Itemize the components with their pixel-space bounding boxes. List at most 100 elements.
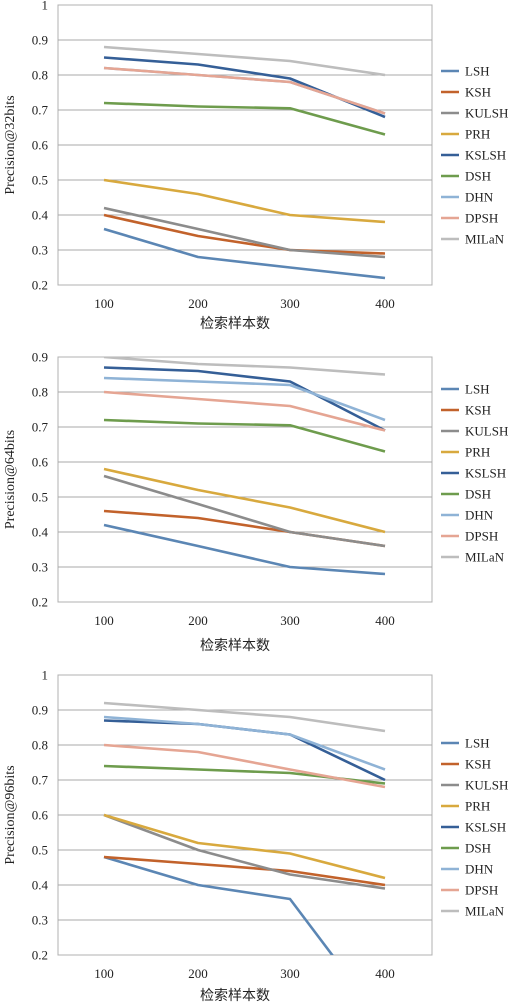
legend-label: KSLSH [465,820,506,835]
legend-label: DSH [465,841,491,856]
x-tick-label: 300 [280,966,300,981]
legend-label: KULSH [465,106,508,121]
legend-label: KULSH [465,778,508,793]
legend-label: DHN [465,862,494,877]
y-tick-label: 1 [42,0,49,13]
x-tick-label: 100 [94,966,114,981]
y-tick-label: 0.8 [32,385,48,400]
series-line-ksh [103,213,386,255]
x-tick-label: 200 [188,296,208,311]
legend: LSH KSH KULSH PRH KSLSH DSH DHN DPSH MILaN [441,64,508,247]
x-tick-label: 300 [280,296,300,311]
series-line-milan [103,45,386,77]
x-tick-label: 200 [188,613,208,628]
legend: LSH KSH KULSH PRH KSLSH DSH DHN DPSH MILaN [441,736,508,919]
y-tick-label: 0.5 [32,173,48,188]
series-line-dhn [103,376,386,422]
series-line-lsh [103,227,386,280]
legend-label: DHN [465,508,494,523]
y-axis-label: Precision@32bits [3,95,18,194]
legend-label: DPSH [465,211,498,226]
x-tick-label: 300 [280,613,300,628]
legend-label: KSH [465,403,491,418]
y-tick-label: 0.9 [32,33,48,48]
legend-label: DPSH [465,883,498,898]
x-tick-label: 100 [94,613,114,628]
y-tick-label: 0.3 [32,243,48,258]
y-tick-label: 0.4 [32,525,49,540]
y-tick-label: 0.8 [32,738,48,753]
y-tick-label: 0.4 [32,878,49,893]
legend-label: KULSH [465,424,508,439]
series-line-prh [103,178,386,224]
y-tick-label: 0.5 [32,490,48,505]
y-tick-label: 0.2 [32,278,48,293]
y-tick-label: 0.7 [32,773,49,788]
legend-label: KSH [465,757,491,772]
legend-label: LSH [465,64,490,79]
plot-area [57,356,433,603]
x-tick-label: 100 [94,296,114,311]
x-tick-label: 400 [375,613,395,628]
y-tick-label: 1 [42,668,49,683]
legend-label: PRH [465,799,490,814]
series-line-lsh [103,523,386,576]
y-tick-label: 0.2 [32,595,48,610]
series-line-kulsh [103,206,386,259]
legend-label: DPSH [465,529,498,544]
series-line-ksh [103,855,386,887]
legend-label: DSH [465,169,491,184]
x-axis-label: 检索样本数 [200,637,270,654]
legend-label: PRH [465,445,490,460]
series-line-dsh [103,101,386,136]
chart-3: 0.2 0.3 0.4 0.5 0.6 0.7 0.8 0.9 1 100 200 300 400 检索样… [3,668,508,1005]
y-tick-label: 0.9 [32,703,48,718]
x-tick-label: 400 [375,296,395,311]
series-line-prh [103,467,386,534]
series-line-kulsh [103,474,386,548]
y-tick-label: 0.7 [32,103,49,118]
legend-label: PRH [465,127,490,142]
y-tick-label: 0.7 [32,420,49,435]
series-line-dpsh [103,66,386,115]
series-line-dpsh [103,743,386,789]
legend-label: MILaN [465,904,505,919]
y-tick-label: 0.3 [32,560,48,575]
legend-label: MILaN [465,232,505,247]
chart-2: 0.2 0.3 0.4 0.5 0.6 0.7 0.8 0.9 100 200 300 400 检索样本… [3,350,508,655]
y-axis-label: Precision@96bits [3,765,18,864]
chart-1: 0.2 0.3 0.4 0.5 0.6 0.7 0.8 0.9 1 100 200 300 400 检索样… [3,0,508,332]
series-line-dpsh [103,390,386,432]
y-tick-label: 0.8 [32,68,48,83]
series-line-milan [103,357,386,376]
legend-label: DSH [465,487,491,502]
legend-label: LSH [465,736,490,751]
x-axis-label: 检索样本数 [200,315,270,332]
x-axis-label: 检索样本数 [200,987,270,1004]
y-tick-label: 0.6 [32,808,49,823]
y-tick-label: 0.4 [32,208,49,223]
series-line-kslsh [103,366,386,432]
series-line-kulsh [103,813,386,890]
series-line-dhn [103,715,386,771]
y-tick-label: 0.5 [32,843,48,858]
y-tick-label: 0.2 [32,948,48,963]
y-tick-label: 0.9 [32,350,48,365]
legend-label: LSH [465,382,490,397]
y-tick-label: 0.3 [32,913,48,928]
y-axis-label: Precision@64bits [3,430,18,529]
series-line-lsh [103,855,334,955]
legend-label: DHN [465,190,494,205]
series-line-prh [103,813,386,880]
legend: LSH KSH KULSH PRH KSLSH DSH DHN DPSH MILaN [441,382,508,565]
legend-label: MILaN [465,550,505,565]
series-line-milan [103,701,386,733]
legend-label: KSLSH [465,466,506,481]
legend-label: KSH [465,85,491,100]
y-tick-label: 0.6 [32,455,49,470]
x-tick-label: 200 [188,966,208,981]
series-line-dsh [103,418,386,453]
x-tick-label: 400 [375,966,395,981]
y-tick-label: 0.6 [32,138,49,153]
